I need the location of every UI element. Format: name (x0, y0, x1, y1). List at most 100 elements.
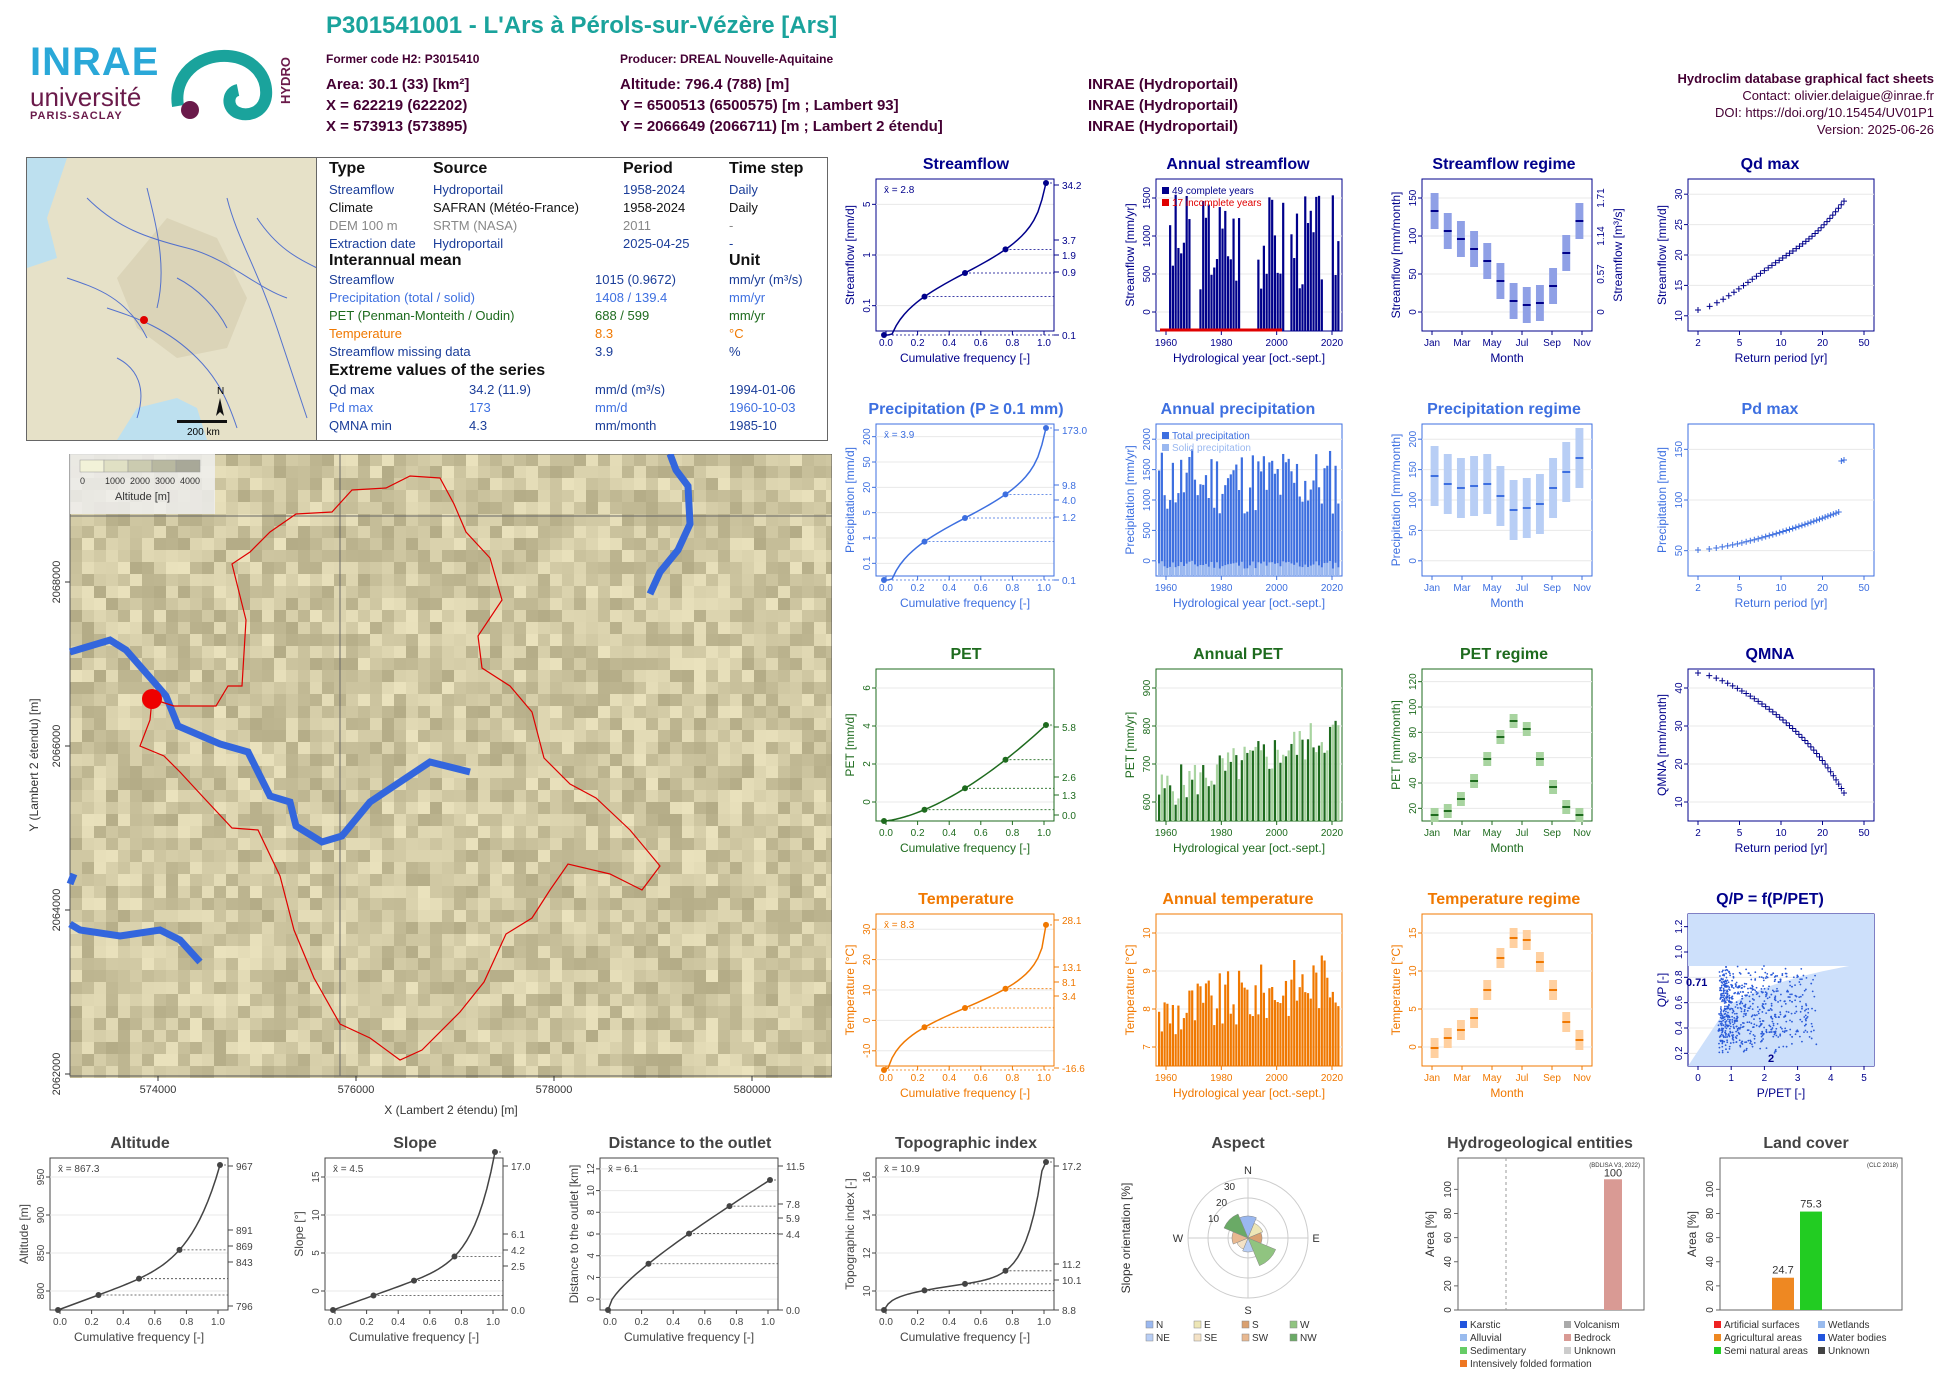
xtick-label: 2 (1695, 338, 1701, 349)
scatter-point (1814, 1009, 1817, 1012)
xtick-label: 50 (1858, 828, 1870, 839)
ytick-label: 1000 (1142, 224, 1153, 247)
annual-bar (1326, 750, 1329, 821)
scatter-point (1763, 965, 1765, 967)
annual-bar (1202, 484, 1205, 576)
scatter-point (1718, 971, 1721, 973)
annual-bar (1306, 739, 1310, 821)
xtick-label: 0.4 (942, 583, 956, 594)
ytick-label: 20 (862, 481, 873, 493)
scatter-point (1718, 1028, 1721, 1030)
ytick-label: 1500 (1142, 186, 1153, 209)
outlet-marker (142, 689, 162, 709)
scatter-point (1721, 1014, 1724, 1017)
scatter-point (1724, 1044, 1727, 1047)
chart-title: Distance to the outlet (609, 1135, 772, 1152)
chart-svg-streamflow_regime: Streamflow regime 0 50 100 150 Jan Mar May Jul Se… (1389, 156, 1625, 365)
scale-label: 200 km (187, 427, 220, 438)
chart-title: Hydrogeological entities (1447, 1135, 1633, 1152)
scatter-point (1784, 1000, 1786, 1003)
scatter-point (1784, 967, 1787, 970)
solid-precip-bar (1304, 564, 1307, 576)
x-axis-label: Cumulative frequency [-] (900, 1086, 1030, 1100)
annual-bar (1260, 964, 1263, 1066)
scatter-point (1735, 1030, 1738, 1033)
annual-bar (1271, 986, 1274, 1066)
scatter-point (1765, 1047, 1768, 1050)
xtick-label: 1.0 (211, 1317, 225, 1328)
return-period-point (1743, 690, 1750, 697)
solid-precip-bar (1328, 560, 1332, 576)
col-period: Period (623, 160, 673, 177)
solid-precip-bar (1334, 562, 1337, 576)
scatter-point (1753, 1014, 1756, 1016)
annual-bar (1260, 750, 1263, 821)
ytick-label: 0.4 (1674, 1021, 1685, 1035)
ytick-label: 15 (1674, 279, 1685, 291)
scatter-point (1722, 989, 1725, 992)
scatter-point (1810, 1037, 1813, 1040)
right-value-label: 6.1 (511, 1230, 525, 1241)
scatter-point (1718, 1013, 1720, 1015)
solid-precip-bar (1229, 563, 1232, 576)
ytick-label: 20 (1443, 1280, 1454, 1292)
annual-bar (1207, 980, 1210, 1066)
xtick-label: Nov (1573, 338, 1591, 349)
scatter-point (1784, 1027, 1787, 1030)
map-ytick: 2064000 (51, 889, 63, 932)
return-period-point (1822, 761, 1829, 768)
right-value-label: 9.8 (1062, 481, 1076, 492)
annual-bar (1326, 465, 1329, 576)
scatter-point (1718, 1029, 1721, 1032)
hydro-logo-icon (171, 49, 273, 121)
x-axis-label: Cumulative frequency [-] (349, 1330, 479, 1344)
scatter-point (1761, 968, 1764, 970)
scatter-point (1724, 1029, 1727, 1032)
mean-cell: % (729, 344, 741, 359)
ytick-label: 900 (36, 1206, 47, 1223)
annual-bar (1158, 1011, 1161, 1066)
scatter-point (1765, 1012, 1768, 1015)
scatter-point (1725, 1010, 1727, 1013)
chart-svg-hydrogeology: Hydrogeological entities 0 20 40 60 80 100 Area… (1423, 1135, 1645, 1370)
ytick-label: 5 (311, 1250, 322, 1256)
return-period-point (1835, 205, 1842, 212)
scatter-point (1804, 1029, 1807, 1032)
xtick-label: Jul (1516, 1073, 1529, 1084)
xtick-label: 2020 (1321, 338, 1344, 349)
xtick-label: 0.0 (53, 1317, 67, 1328)
scatter-point (1789, 1028, 1792, 1031)
map-ytick: 2066000 (51, 725, 63, 768)
annual-bar (1271, 460, 1274, 576)
scatter-point (1785, 972, 1788, 975)
scatter-point (1805, 1003, 1807, 1005)
scatter-point (1736, 965, 1739, 968)
scatter-point (1812, 978, 1814, 981)
scatter-point (1745, 968, 1748, 971)
scatter-point (1725, 972, 1727, 975)
chart-temperature_regime: Temperature regime 0 5 10 15 Jan Mar May Jul Sep N… (1374, 890, 1634, 1126)
xtick-label: Jan (1424, 1073, 1440, 1084)
xtick-label: 5 (1737, 338, 1743, 349)
chart-title: Qd max (1741, 156, 1800, 173)
scatter-point (1726, 990, 1729, 993)
x-axis-label: Cumulative frequency [-] (900, 596, 1030, 610)
annual-bar (1202, 201, 1205, 331)
annual-bar (1215, 1008, 1219, 1066)
scatter-point (1728, 1045, 1731, 1048)
xtick-label: 1.0 (486, 1317, 500, 1328)
right-value-label: 17.0 (511, 1162, 531, 1173)
scatter-point (1742, 1005, 1745, 1007)
scatter-point (1740, 1023, 1742, 1026)
chart-distance: Distance to the outlet 0 2 4 6 8 10 12 0.0 0.2 0.4… (560, 1134, 820, 1370)
return-period-point (1729, 541, 1736, 548)
scatter-point (1749, 987, 1752, 990)
scatter-point (1762, 1006, 1765, 1009)
scatter-point (1768, 996, 1771, 999)
scatter-point (1738, 992, 1740, 995)
source-1: INRAE (Hydroportail) (1088, 76, 1238, 93)
return-period-point (1786, 526, 1793, 533)
scatter-point (1772, 1022, 1775, 1025)
ytick-label: 60 (1705, 1232, 1716, 1244)
legend-entry: Sedimentary (1470, 1346, 1526, 1357)
